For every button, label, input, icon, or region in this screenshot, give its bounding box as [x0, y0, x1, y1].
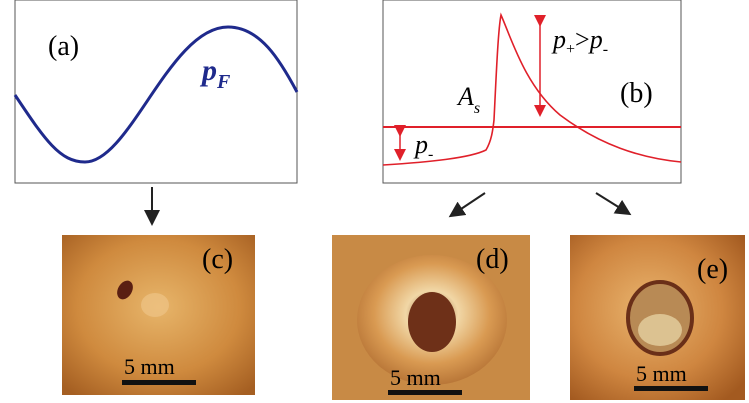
text-part: + [566, 41, 575, 58]
text-part: > [575, 25, 590, 54]
text-part: p [199, 54, 217, 87]
photo-c: (c) 5 mm [62, 235, 255, 395]
panel-label: (c) [202, 244, 233, 275]
area-label: As [456, 82, 480, 117]
panel-label: (b) [620, 78, 653, 109]
scale-label: 5 mm [124, 354, 175, 379]
text-part: p [551, 25, 566, 54]
scale-label: 5 mm [636, 361, 687, 386]
scale-bar [634, 386, 708, 391]
arrow [452, 193, 485, 215]
text-part: - [603, 41, 608, 58]
panel-label: (a) [48, 31, 79, 62]
text-part: p [588, 25, 603, 54]
scale-bar [388, 390, 462, 395]
text-part: - [428, 146, 433, 163]
spot [141, 293, 169, 317]
panel-b: p+>p- As p- (b) [383, 0, 681, 215]
scale-bar [122, 380, 196, 385]
photo-e: (e) 5 mm [570, 235, 745, 400]
photo-d: (d) 5 mm [332, 235, 530, 400]
lesion [408, 292, 456, 352]
figure: (a) pF p+>p- As p- (b) (c) 5 mm (d) 5 mm [0, 0, 749, 403]
low-label: p- [413, 130, 433, 163]
highlight [638, 314, 682, 346]
arrow [596, 193, 628, 213]
scale-label: 5 mm [390, 365, 441, 390]
relation: p+>p- [551, 25, 608, 58]
text-part: s [474, 100, 480, 117]
panel-a: (a) pF [15, 0, 297, 222]
panel-label: (e) [697, 254, 728, 285]
text-part: p [413, 130, 428, 159]
panel-label: (d) [476, 244, 509, 275]
text-part: A [456, 82, 474, 111]
frame [15, 0, 297, 183]
text-part: F [216, 71, 231, 93]
symbol: pF [199, 54, 231, 93]
